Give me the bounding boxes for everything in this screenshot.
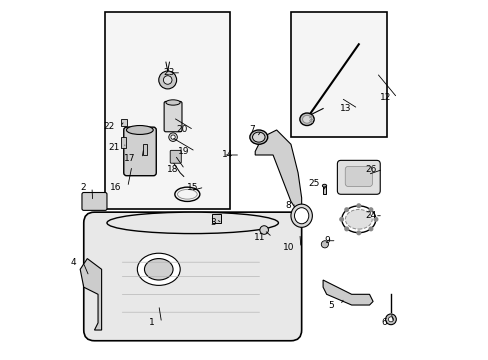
- Bar: [105, 12, 230, 208]
- FancyBboxPatch shape: [83, 212, 301, 341]
- FancyBboxPatch shape: [164, 102, 182, 132]
- Circle shape: [385, 314, 395, 325]
- Text: 19: 19: [177, 147, 189, 156]
- Ellipse shape: [294, 208, 308, 224]
- Ellipse shape: [144, 258, 173, 280]
- FancyBboxPatch shape: [82, 193, 107, 210]
- Ellipse shape: [299, 113, 313, 126]
- Text: 9: 9: [324, 236, 329, 245]
- Text: 3: 3: [210, 219, 216, 228]
- Circle shape: [373, 217, 377, 221]
- Text: 2: 2: [80, 183, 85, 192]
- Text: 15: 15: [186, 183, 198, 192]
- Circle shape: [159, 71, 176, 89]
- Ellipse shape: [249, 130, 267, 144]
- Bar: [142, 144, 147, 155]
- Circle shape: [344, 208, 348, 211]
- Ellipse shape: [165, 100, 180, 105]
- Text: 17: 17: [124, 154, 135, 163]
- Text: 25: 25: [307, 179, 319, 188]
- Ellipse shape: [302, 115, 311, 123]
- Text: 12: 12: [379, 93, 390, 102]
- Ellipse shape: [126, 126, 153, 134]
- Text: 26: 26: [365, 165, 376, 174]
- Text: 1: 1: [149, 318, 155, 327]
- Text: 13: 13: [340, 104, 351, 113]
- Circle shape: [321, 241, 328, 248]
- Circle shape: [387, 317, 393, 322]
- Circle shape: [259, 226, 268, 234]
- Text: 6: 6: [381, 318, 386, 327]
- Text: 21: 21: [108, 143, 119, 152]
- Ellipse shape: [252, 132, 264, 142]
- Ellipse shape: [322, 184, 326, 187]
- Text: 7: 7: [249, 126, 255, 135]
- Text: 18: 18: [166, 165, 178, 174]
- Circle shape: [171, 135, 175, 139]
- Text: 8: 8: [285, 201, 290, 210]
- FancyBboxPatch shape: [123, 127, 156, 176]
- Bar: [290, 12, 386, 137]
- Bar: [323, 186, 325, 194]
- Circle shape: [163, 76, 172, 84]
- Bar: [121, 137, 125, 148]
- Text: 11: 11: [254, 233, 265, 242]
- Polygon shape: [255, 130, 301, 212]
- Text: 24: 24: [365, 211, 376, 220]
- Circle shape: [344, 227, 348, 231]
- Circle shape: [168, 133, 177, 141]
- Ellipse shape: [107, 212, 278, 234]
- Circle shape: [339, 217, 343, 221]
- Ellipse shape: [345, 210, 371, 229]
- Text: 16: 16: [109, 183, 121, 192]
- Circle shape: [356, 231, 360, 235]
- FancyBboxPatch shape: [170, 150, 181, 163]
- Ellipse shape: [341, 206, 375, 233]
- Text: 4: 4: [71, 258, 77, 267]
- Circle shape: [368, 208, 372, 211]
- Circle shape: [368, 227, 372, 231]
- Text: 10: 10: [283, 243, 294, 252]
- Text: 22: 22: [102, 122, 114, 131]
- FancyBboxPatch shape: [337, 160, 380, 194]
- Bar: [121, 119, 126, 126]
- FancyBboxPatch shape: [345, 166, 372, 186]
- Text: 23: 23: [163, 68, 175, 77]
- Text: 5: 5: [327, 301, 333, 310]
- Bar: [212, 214, 221, 223]
- Polygon shape: [80, 258, 102, 330]
- Text: 14: 14: [222, 150, 233, 159]
- Text: 20: 20: [176, 126, 187, 135]
- Polygon shape: [323, 280, 372, 305]
- Ellipse shape: [290, 204, 312, 227]
- Circle shape: [356, 204, 360, 207]
- Ellipse shape: [137, 253, 180, 285]
